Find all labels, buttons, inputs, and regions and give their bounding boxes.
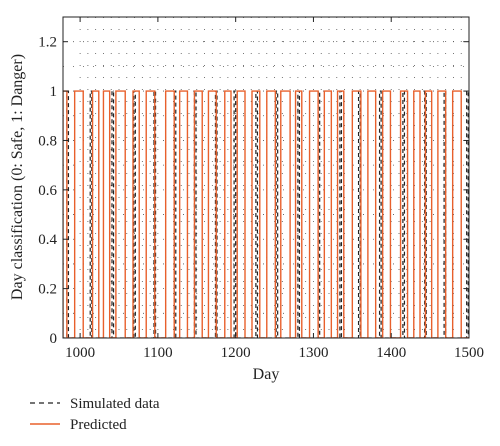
y-tick-label: 1.2 bbox=[38, 35, 57, 51]
x-tick-label: 1400 bbox=[376, 345, 406, 361]
y-tick-label: 0.2 bbox=[38, 282, 57, 298]
plot-frame bbox=[62, 16, 470, 339]
axis-ticks: 1000 1100 1200 1300 1400 1500 0 0.2 0.4 0.6 0.8 1 1.… bbox=[38, 17, 484, 361]
x-tick-label: 1200 bbox=[221, 345, 251, 361]
legend: Simulated data Predicted bbox=[30, 396, 160, 433]
legend-predicted-label: Predicted bbox=[70, 417, 127, 433]
y-tick-label: 0.4 bbox=[38, 232, 57, 248]
y-tick-label: 0 bbox=[50, 331, 58, 347]
x-axis-label: Day bbox=[253, 366, 280, 383]
legend-simulated-label: Simulated data bbox=[70, 396, 160, 412]
simulated-line bbox=[63, 90, 469, 338]
y-axis-label: Day classification (0: Safe, 1: Danger) bbox=[9, 54, 26, 300]
y-tick-label: 0.8 bbox=[38, 133, 57, 149]
x-tick-label: 1500 bbox=[454, 345, 484, 361]
x-tick-label: 1100 bbox=[143, 345, 172, 361]
y-tick-label: 0.6 bbox=[38, 183, 57, 199]
y-tick-label: 1 bbox=[50, 84, 58, 100]
x-tick-label: 1000 bbox=[65, 345, 95, 361]
x-tick-label: 1300 bbox=[298, 345, 328, 361]
predicted-series bbox=[63, 90, 469, 338]
simulated-series bbox=[63, 90, 469, 338]
predicted-line bbox=[63, 90, 469, 338]
